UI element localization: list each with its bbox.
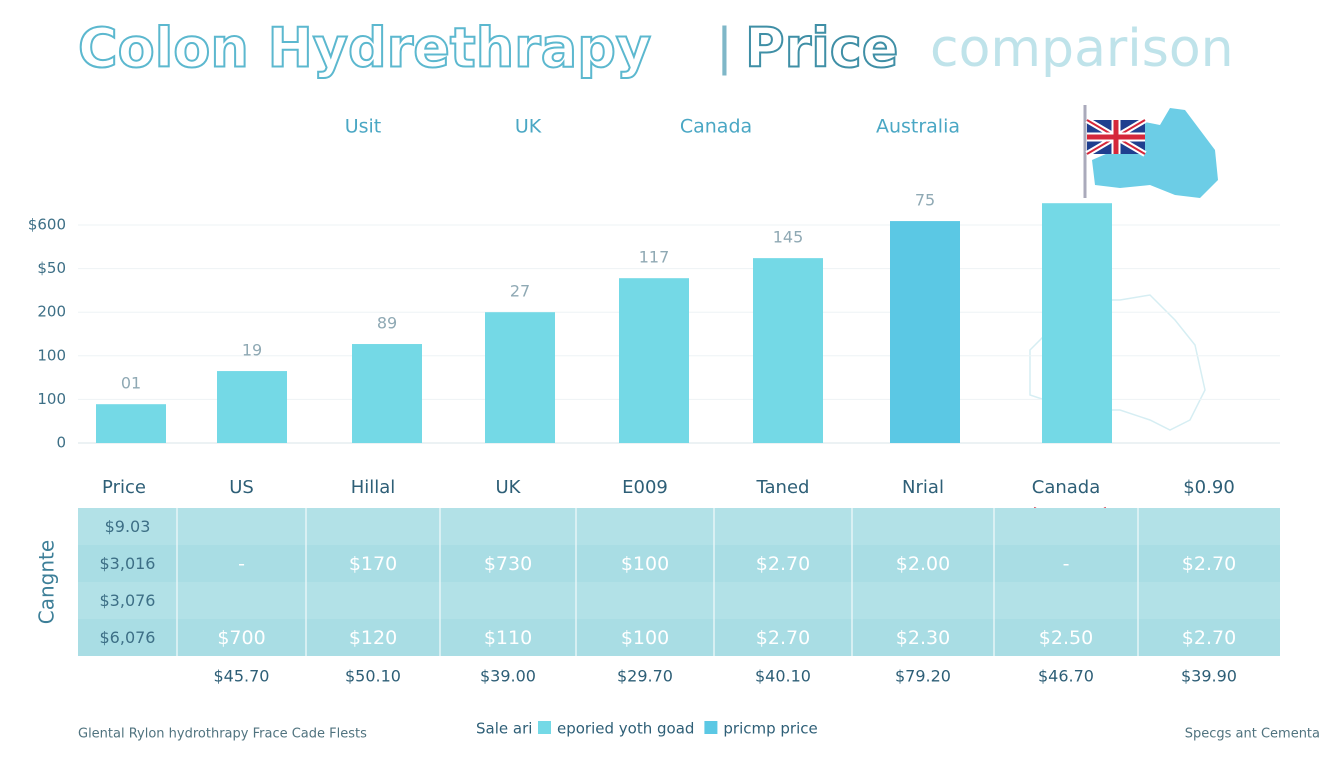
table-cell: -	[238, 553, 245, 575]
row-label: $9.03	[105, 517, 151, 536]
legend-title: Sale ari	[476, 720, 532, 738]
title: Colon Hydrethrapy	[78, 17, 651, 80]
title-separator: |	[716, 18, 733, 76]
table-cell: $700	[217, 627, 265, 649]
footer-left: Glental Rylon hydrothrapy Frace Cade Fle…	[78, 727, 367, 742]
y-tick-label: 0	[56, 434, 66, 452]
table-cell: $2.70	[756, 627, 810, 649]
table-footer: $39.90	[1181, 667, 1237, 686]
row-label: $6,076	[100, 628, 156, 647]
table-header: Canada	[1032, 477, 1101, 498]
legend-label: eporied yoth goad	[557, 720, 694, 738]
table-cell: $100	[621, 553, 669, 575]
table-header: E009	[622, 477, 668, 498]
table-cell: $110	[484, 627, 532, 649]
y-tick-label: 200	[37, 303, 66, 321]
table-footer: $46.70	[1038, 667, 1094, 686]
table-cell: $170	[349, 553, 397, 575]
column-label: Canada	[680, 116, 752, 138]
table-footer: $40.10	[755, 667, 811, 686]
bar-annotation: 19	[242, 341, 262, 360]
table-cell: $2.70	[1182, 553, 1236, 575]
table-cell: $2.50	[1039, 627, 1093, 649]
bar-annotation: 145	[773, 228, 804, 247]
bar-annotation: 75	[915, 191, 935, 210]
subtitle: comparison	[930, 19, 1234, 79]
table-cell: $2.70	[756, 553, 810, 575]
table-row	[78, 508, 1280, 545]
bar-annotation: 27	[510, 282, 530, 301]
bar	[753, 258, 823, 443]
footer-right: Specgs ant Cementa	[1185, 727, 1320, 742]
table-footer: $79.20	[895, 667, 951, 686]
table-header: Price	[102, 477, 146, 498]
legend-label: pricmp price	[723, 720, 817, 738]
y-tick-label: $600	[28, 216, 66, 234]
bar	[1042, 203, 1112, 443]
table-cell: $2.70	[1182, 627, 1236, 649]
table-footer: $39.00	[480, 667, 536, 686]
title-highlight: Price	[745, 17, 898, 80]
table-header: Hillal	[351, 477, 396, 498]
bar	[619, 278, 689, 443]
table-cell: $2.30	[896, 627, 950, 649]
table-header: Taned	[756, 477, 810, 498]
bar	[217, 371, 287, 443]
table-row	[78, 582, 1280, 619]
table-footer: $29.70	[617, 667, 673, 686]
bar	[890, 221, 960, 443]
table-footer: $45.70	[214, 667, 270, 686]
table-header: $0.90	[1183, 477, 1235, 498]
bar-annotation: 01	[121, 374, 141, 393]
table-footer: $50.10	[345, 667, 401, 686]
side-label: Cangnte	[35, 540, 59, 624]
table-cell: $2.00	[896, 553, 950, 575]
column-label: Usit	[345, 116, 382, 138]
column-label: Australia	[876, 116, 960, 138]
y-tick-label: $50	[37, 259, 66, 277]
table-cell: $730	[484, 553, 532, 575]
row-label: $3,076	[100, 591, 156, 610]
table-header: US	[229, 477, 254, 498]
legend-swatch	[704, 721, 718, 734]
legend-swatch	[538, 721, 551, 734]
bar	[485, 312, 555, 443]
table-header: UK	[496, 477, 522, 498]
y-tick-label: 100	[37, 346, 66, 364]
bar	[352, 344, 422, 443]
bar-annotation: 117	[639, 248, 670, 267]
column-label: UK	[515, 116, 542, 138]
table-cell: -	[1063, 553, 1070, 575]
table-row	[78, 545, 1280, 582]
table-cell: $120	[349, 627, 397, 649]
table-header: Nrial	[902, 477, 944, 498]
y-tick-label: 100	[37, 390, 66, 408]
row-label: $3,016	[100, 554, 156, 573]
table-row	[78, 619, 1280, 656]
bar-annotation: 89	[377, 314, 397, 333]
table-cell: $100	[621, 627, 669, 649]
bar	[96, 404, 166, 443]
